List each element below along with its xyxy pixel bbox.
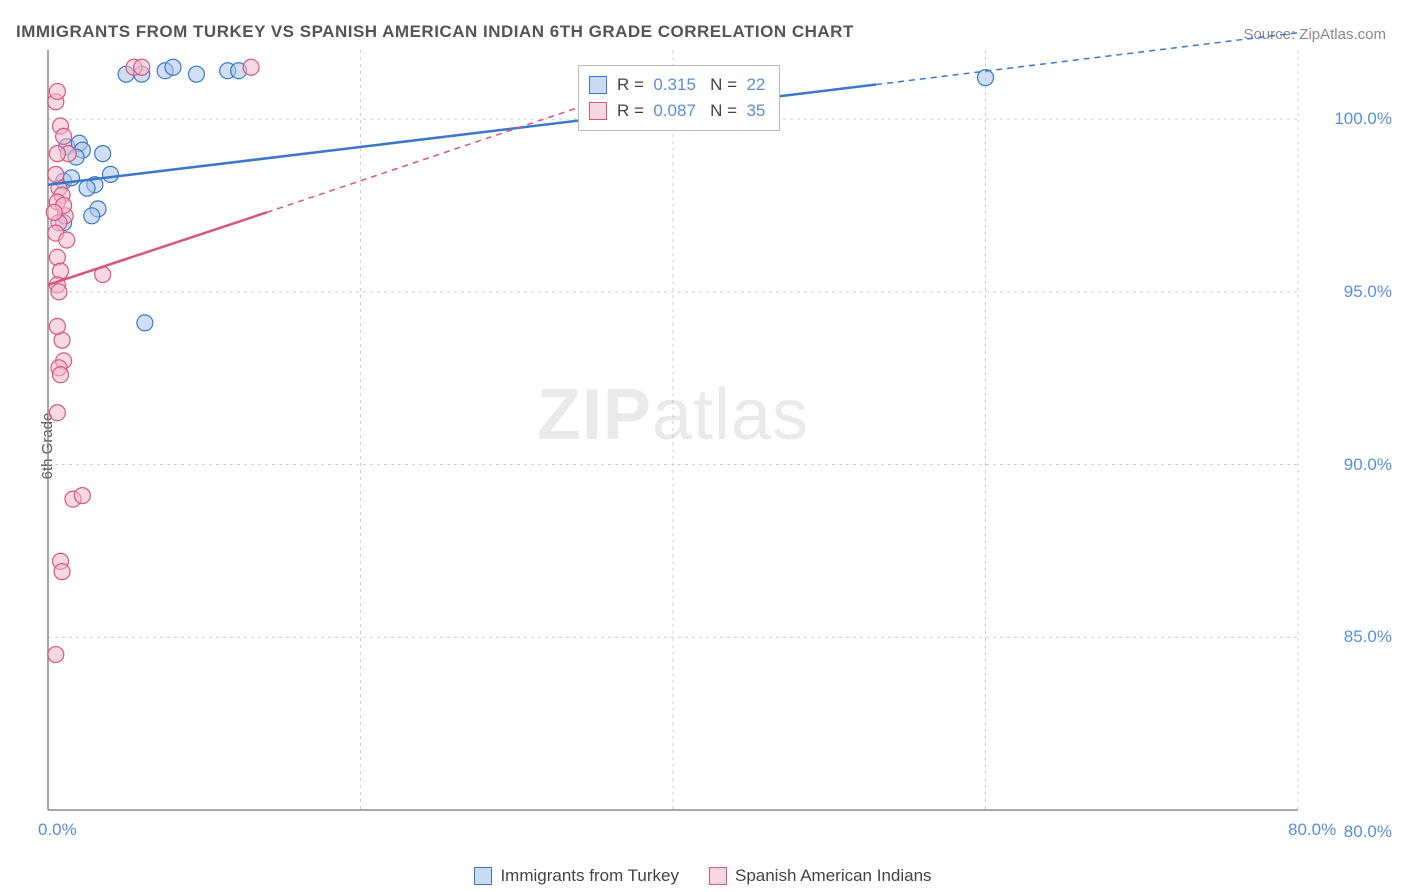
- correlation-row: R = 0.087 N = 35: [589, 98, 765, 124]
- legend-label: Immigrants from Turkey: [500, 866, 679, 886]
- y-tick-label: 95.0%: [1312, 282, 1392, 302]
- correlation-legend-box: R = 0.315 N = 22R = 0.087 N = 35: [578, 65, 780, 131]
- plot-area: R = 0.315 N = 22R = 0.087 N = 35 ZIPatla…: [48, 50, 1298, 810]
- source-label: Source: ZipAtlas.com: [1243, 26, 1386, 43]
- x-tick-label: 0.0%: [38, 820, 77, 840]
- series-swatch: [589, 102, 607, 120]
- plot-svg: [48, 50, 1298, 810]
- legend-label: Spanish American Indians: [735, 866, 932, 886]
- correlation-text: R = 0.315 N = 22: [617, 72, 765, 98]
- chart-container: IMMIGRANTS FROM TURKEY VS SPANISH AMERIC…: [0, 0, 1406, 892]
- series-swatch: [589, 76, 607, 94]
- y-tick-label: 100.0%: [1312, 109, 1392, 129]
- legend-item: Immigrants from Turkey: [474, 866, 679, 886]
- legend-swatch: [474, 867, 492, 885]
- bottom-legend: Immigrants from Turkey Spanish American I…: [0, 866, 1406, 886]
- correlation-text: R = 0.087 N = 35: [617, 98, 765, 124]
- legend-swatch: [709, 867, 727, 885]
- x-max-label: 80.0%: [1312, 822, 1392, 842]
- y-tick-label: 85.0%: [1312, 627, 1392, 647]
- chart-title: IMMIGRANTS FROM TURKEY VS SPANISH AMERIC…: [16, 22, 854, 42]
- y-tick-label: 90.0%: [1312, 455, 1392, 475]
- correlation-row: R = 0.315 N = 22: [589, 72, 765, 98]
- legend-item: Spanish American Indians: [709, 866, 932, 886]
